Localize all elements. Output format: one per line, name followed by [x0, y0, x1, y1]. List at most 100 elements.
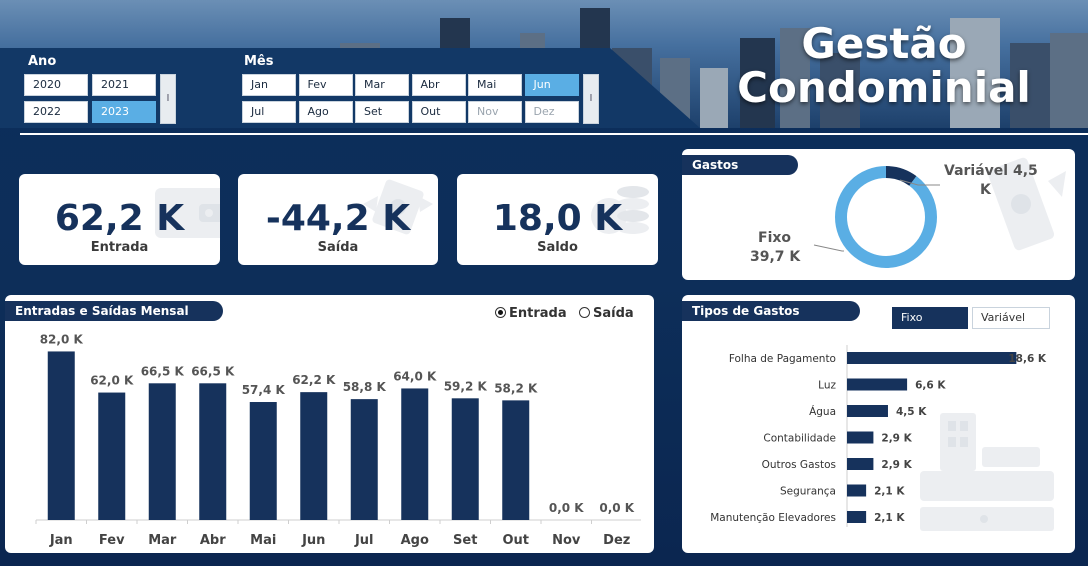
- bar-ago[interactable]: [401, 388, 429, 520]
- month-button-nov[interactable]: Nov: [468, 101, 522, 123]
- radio-entrada-dot[interactable]: [495, 307, 506, 318]
- bar-fev[interactable]: [98, 392, 126, 520]
- category-label-agua: Água: [809, 405, 836, 418]
- bar-mai[interactable]: [249, 402, 277, 520]
- month-button-jul[interactable]: Jul: [242, 101, 296, 123]
- month-button-jun[interactable]: Jun: [524, 74, 579, 96]
- bar-label-out: 58,2 K: [494, 381, 538, 395]
- month-button-mar[interactable]: Mar: [355, 74, 409, 96]
- bar-label-jan: 82,0 K: [40, 332, 84, 346]
- hbar-value-outros-gastos: 2,9 K: [881, 459, 912, 471]
- hbar-value-manutencao-elevadores: 2,1 K: [874, 512, 905, 524]
- hbar-value-luz: 6,6 K: [915, 380, 946, 392]
- month-button-set[interactable]: Set: [355, 101, 409, 123]
- kpi-entrada-label: Entrada: [90, 240, 149, 255]
- coins-icon: [591, 186, 649, 234]
- bar-jul[interactable]: [350, 399, 378, 520]
- x-tick-label-ago: Ago: [401, 533, 429, 548]
- category-label-luz: Luz: [818, 380, 836, 392]
- month-button-abr[interactable]: Abr: [411, 74, 466, 96]
- hbar-manutencao-elevadores[interactable]: [847, 511, 867, 523]
- hbar-seguranca[interactable]: [847, 484, 867, 497]
- kpi-card-entrada: 62,2 K Entrada: [19, 174, 220, 265]
- radio-saida-label: Saída: [593, 306, 634, 321]
- x-tick-label-jan: Jan: [49, 533, 73, 548]
- mensal-chart-card: Entradas e Saídas Mensal Entrada Saída 8…: [5, 295, 654, 553]
- fixo-label: Fixo: [758, 230, 791, 246]
- x-tick-label-nov: Nov: [552, 533, 581, 548]
- bar-jan[interactable]: [47, 351, 75, 520]
- month-button-mai[interactable]: Mai: [468, 74, 522, 96]
- bar-label-set: 59,2 K: [444, 379, 488, 393]
- radio-entrada-label: Entrada: [509, 306, 567, 321]
- month-button-out[interactable]: Out: [411, 101, 466, 123]
- hbar-value-folha-de-pagamento: 18,6 K: [1008, 353, 1047, 365]
- year-button-2021[interactable]: 2021: [92, 74, 156, 96]
- donut-slice-fixo[interactable]: [835, 166, 937, 268]
- x-tick-label-dez: Dez: [603, 533, 630, 548]
- year-button-2022[interactable]: 2022: [24, 101, 88, 123]
- radio-entrada[interactable]: Entrada: [495, 306, 567, 321]
- year-button-2020[interactable]: 2020: [24, 74, 88, 96]
- bar-jun[interactable]: [300, 392, 328, 520]
- kpi-card-saida: -44,2 K Saída: [238, 174, 438, 265]
- flying-money-icon: [363, 179, 433, 235]
- header-divider: [20, 133, 1088, 135]
- variavel-label-unit: K: [980, 182, 992, 198]
- hbar-value-agua: 4,5 K: [896, 406, 927, 418]
- month-filter-label: Mês: [244, 54, 274, 69]
- hbar-agua[interactable]: [847, 405, 888, 417]
- month-button-jan[interactable]: Jan: [242, 74, 296, 96]
- variavel-leader-line: [899, 179, 940, 186]
- kpi-entrada-value: 62,2 K: [54, 198, 185, 239]
- bar-out[interactable]: [502, 400, 530, 520]
- hbar-value-contabilidade: 2,9 K: [881, 433, 912, 445]
- wallet-icon: [155, 188, 220, 238]
- category-label-seguranca: Segurança: [780, 486, 836, 498]
- month-filter-scrollbar[interactable]: I: [583, 74, 599, 124]
- x-tick-label-jul: Jul: [354, 533, 374, 548]
- hbar-folha-de-pagamento[interactable]: [847, 352, 1017, 364]
- month-button-ago[interactable]: Ago: [298, 101, 353, 123]
- fixo-leader-line: [813, 244, 844, 252]
- month-button-fev[interactable]: Fev: [298, 74, 353, 96]
- x-tick-label-mai: Mai: [250, 533, 276, 548]
- hbar-outros-gastos[interactable]: [847, 458, 874, 470]
- hbar-value-seguranca: 2,1 K: [874, 486, 905, 498]
- category-label-contabilidade: Contabilidade: [763, 433, 836, 445]
- gastos-totais-title: Gastos Totais: [682, 155, 798, 192]
- year-button-2023[interactable]: 2023: [92, 101, 156, 123]
- bar-label-mar: 66,5 K: [141, 364, 185, 378]
- kpi-saida-label: Saída: [317, 240, 359, 255]
- radio-saida-dot[interactable]: [579, 307, 590, 318]
- page-title: Gestão Condominial: [737, 19, 1031, 112]
- x-tick-label-mar: Mar: [148, 533, 177, 548]
- year-filter-scrollbar[interactable]: I: [160, 74, 176, 124]
- bar-label-dez: 0,0 K: [599, 501, 634, 515]
- bar-label-ago: 64,0 K: [393, 369, 437, 383]
- cash-register-icon: [920, 413, 1054, 531]
- tipos-gastos-card: Tipos de Gastos Fixo Variável Folha de P…: [682, 295, 1075, 553]
- tipos-variavel-button[interactable]: Variável: [972, 307, 1050, 329]
- header-banner: Gestão Condominial: [0, 0, 1088, 128]
- x-tick-label-fev: Fev: [99, 533, 125, 548]
- bar-abr[interactable]: [199, 383, 227, 520]
- hbar-contabilidade[interactable]: [847, 431, 874, 444]
- year-filter-label: Ano: [28, 54, 57, 69]
- x-tick-label-out: Out: [502, 533, 529, 548]
- kpi-saldo-value: 18,0 K: [492, 198, 623, 239]
- hbar-luz[interactable]: [847, 378, 908, 391]
- bar-set[interactable]: [451, 398, 479, 520]
- kpi-card-saldo: 18,0 K Saldo: [457, 174, 658, 265]
- bar-label-mai: 57,4 K: [242, 383, 286, 397]
- bar-label-abr: 66,5 K: [191, 364, 235, 378]
- gastos-totais-card: Gastos Totais Variável 4,5 K Fixo 39,7 K: [682, 149, 1075, 280]
- mensal-bar-chart: 82,0 K Jan 62,0 K Fev 66,5 K Mar 66,5 K Abr 57,4…: [35, 332, 641, 548]
- month-button-dez[interactable]: Dez: [524, 101, 579, 123]
- radio-saida[interactable]: Saída: [579, 306, 634, 321]
- bar-mar[interactable]: [148, 383, 176, 520]
- x-tick-label-jun: Jun: [301, 533, 325, 548]
- category-label-outros-gastos: Outros Gastos: [762, 459, 836, 471]
- fixo-value: 39,7 K: [750, 249, 801, 265]
- tipos-fixo-button[interactable]: Fixo: [892, 307, 968, 329]
